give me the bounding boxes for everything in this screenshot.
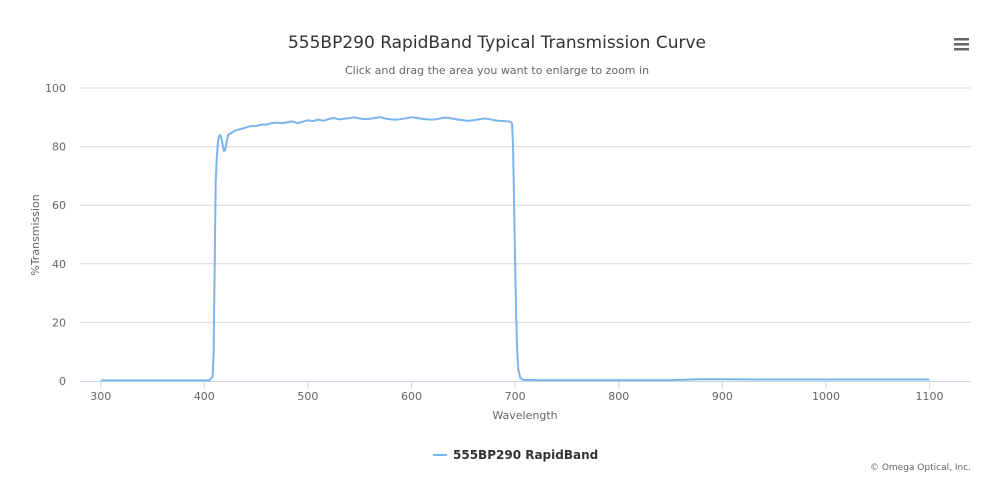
x-tick-label: 400: [194, 390, 215, 403]
chart-title: 555BP290 RapidBand Typical Transmission …: [288, 33, 706, 53]
y-tick-label: 40: [52, 258, 66, 271]
x-tick-label: 300: [90, 390, 111, 403]
x-tick-label: 800: [608, 390, 629, 403]
y-axis-title: %Transmission: [29, 194, 42, 276]
y-tick-label: 80: [52, 141, 66, 154]
hamburger-menu-icon: [954, 38, 969, 51]
x-axis-title: Wavelength: [492, 409, 557, 422]
y-tick-label: 0: [59, 375, 66, 388]
y-tick-label: 20: [52, 316, 66, 329]
legend-series-label[interactable]: 555BP290 RapidBand: [453, 448, 598, 462]
y-tick-label: 60: [52, 199, 66, 212]
x-tick-label: 700: [505, 390, 526, 403]
x-tick-label: 600: [401, 390, 422, 403]
legend[interactable]: 555BP290 RapidBand: [433, 448, 598, 462]
y-gridlines: [80, 87, 971, 323]
y-tick-label: 100: [45, 82, 66, 95]
x-tick-label: 1000: [812, 390, 840, 403]
x-tick-label: 500: [297, 390, 318, 403]
chart-subtitle: Click and drag the area you want to enla…: [345, 64, 649, 77]
series-layer[interactable]: [100, 116, 930, 382]
series-line-0[interactable]: [100, 116, 930, 382]
x-axis-ticks: 300 400 500 600 700 800 900 1000 1100: [90, 381, 944, 403]
y-axis-ticks: 0 20 40 60 80 100: [45, 82, 66, 388]
chart-credit[interactable]: © Omega Optical, Inc.: [870, 463, 971, 473]
chart-menu-button[interactable]: [948, 32, 974, 56]
x-tick-label: 900: [712, 390, 733, 403]
x-tick-label: 1100: [916, 390, 944, 403]
